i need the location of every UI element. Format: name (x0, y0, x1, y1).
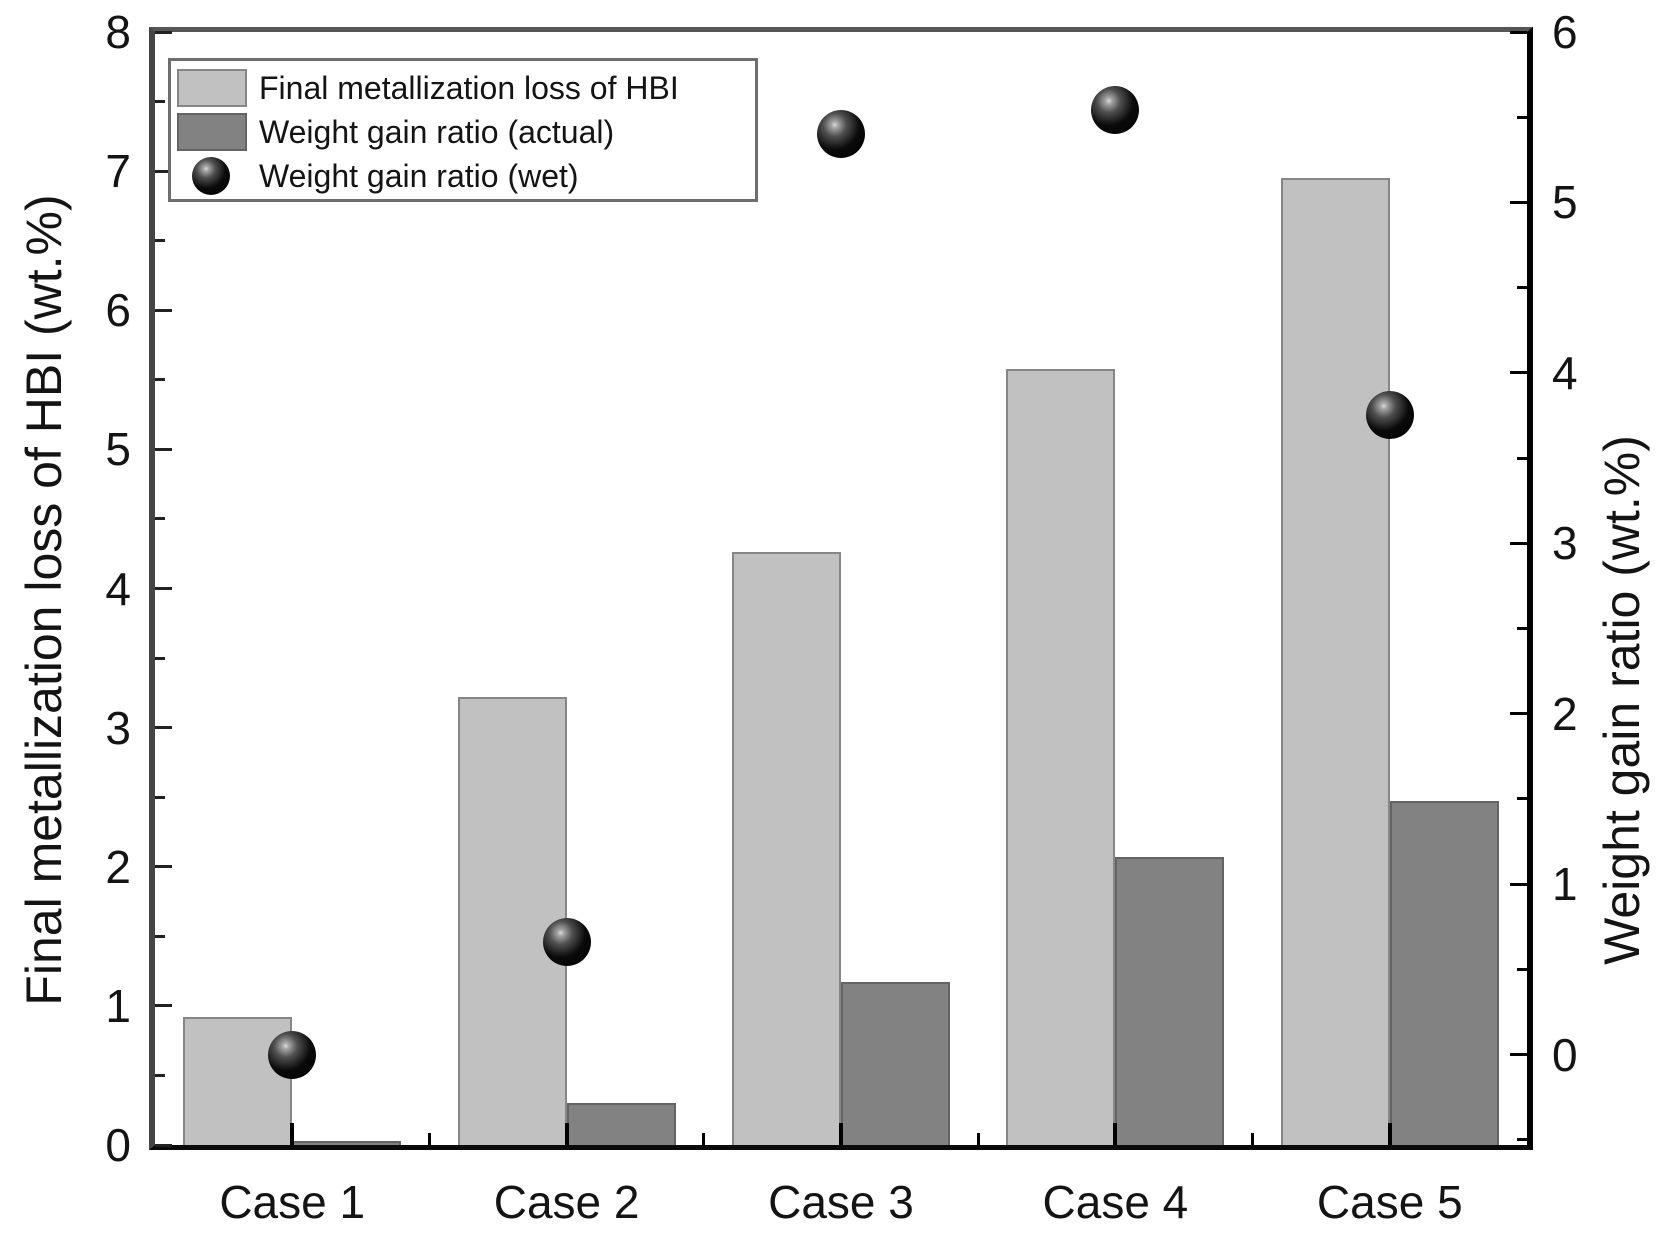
light-bar-swatch-icon (177, 69, 247, 107)
x-major-tick (1387, 1123, 1392, 1145)
left-minor-tick (155, 378, 165, 382)
right-minor-tick (1517, 286, 1527, 290)
right-axis-tick-label: 3 (1552, 517, 1578, 570)
weight-gain-wet-point (1365, 391, 1414, 440)
legend-item-weight-gain-wet: Weight gain ratio (wet) (171, 154, 755, 198)
left-major-tick (155, 30, 172, 34)
left-major-tick (155, 169, 172, 173)
x-minor-tick (427, 1133, 431, 1145)
x-axis-category-label: Case 5 (1316, 1176, 1463, 1228)
bar-metallization-loss (1280, 178, 1390, 1145)
weight-gain-wet-point (1091, 86, 1140, 135)
x-axis-category-label: Case 1 (219, 1176, 366, 1228)
x-major-tick (839, 1123, 843, 1145)
bar-weight-gain-actual (292, 1140, 402, 1145)
sphere-marker-icon (192, 157, 230, 195)
left-minor-tick (155, 100, 165, 104)
right-minor-tick (1517, 115, 1527, 119)
x-major-tick (1113, 1123, 1118, 1145)
bar-weight-gain-actual (566, 1103, 676, 1145)
left-minor-tick (155, 239, 165, 243)
right-minor-tick (1517, 456, 1527, 460)
weight-gain-wet-point (542, 918, 591, 967)
x-major-tick (564, 1123, 569, 1145)
bar-weight-gain-actual (841, 982, 950, 1145)
legend-key (171, 113, 259, 151)
legend-item-weight-gain-actual: Weight gain ratio (actual) (171, 110, 755, 154)
left-axis-tick-label: 1 (105, 979, 131, 1032)
left-major-tick (155, 1004, 172, 1008)
right-axis-tick-label: 0 (1552, 1028, 1578, 1081)
left-axis-tick-label: 7 (105, 145, 131, 198)
legend-label: Weight gain ratio (wet) (259, 158, 579, 194)
x-axis-category-label: Case 2 (493, 1176, 640, 1228)
dark-bar-swatch-icon (177, 113, 247, 151)
right-major-tick (1510, 541, 1527, 545)
left-minor-tick (155, 517, 165, 521)
x-axis-category-label: Case 3 (768, 1176, 914, 1228)
bar-metallization-loss (1006, 368, 1116, 1145)
legend-key (171, 157, 259, 195)
left-major-tick (155, 726, 172, 730)
right-major-tick (1510, 371, 1527, 375)
bar-weight-gain-actual (1115, 857, 1225, 1145)
right-axis-tick-label: 6 (1552, 6, 1578, 58)
right-axis-tick-label: 5 (1552, 176, 1578, 229)
left-axis-tick-label: 2 (105, 840, 131, 893)
x-major-tick (290, 1123, 295, 1145)
left-major-tick (155, 587, 172, 590)
left-axis-tick-label: 8 (105, 6, 131, 58)
x-minor-tick (1251, 1133, 1255, 1145)
legend-key (171, 69, 259, 107)
right-major-tick (1510, 712, 1527, 716)
x-minor-tick (702, 1133, 706, 1145)
bar-metallization-loss (732, 552, 841, 1145)
left-major-tick (155, 1143, 172, 1147)
left-minor-tick (155, 656, 165, 660)
x-minor-tick (976, 1133, 980, 1145)
right-minor-tick (1517, 967, 1527, 971)
bar-metallization-loss (457, 697, 567, 1145)
left-minor-tick (155, 1073, 165, 1077)
left-axis-tick-label: 0 (105, 1119, 131, 1171)
left-axis-tick-label: 3 (105, 701, 131, 754)
left-axis-tick-label: 6 (105, 284, 131, 337)
right-minor-tick (1517, 1138, 1527, 1142)
legend-item-metallization-loss: Final metallization loss of HBI (171, 66, 755, 110)
legend-label: Weight gain ratio (actual) (259, 114, 615, 150)
right-axis-tick-label: 4 (1552, 346, 1578, 399)
legend-label: Final metallization loss of HBI (259, 70, 679, 106)
bar-weight-gain-actual (1389, 801, 1499, 1145)
right-major-tick (1510, 30, 1527, 34)
weight-gain-wet-point (817, 110, 865, 159)
legend: Final metallization loss of HBI Weight g… (168, 58, 758, 202)
right-axis-tick-label: 1 (1552, 858, 1578, 911)
right-axis-title: Weight gain ratio (wt.%) (1594, 435, 1650, 965)
right-major-tick (1510, 200, 1527, 204)
left-axis-tick-label: 4 (105, 562, 131, 615)
left-major-tick (155, 447, 172, 451)
left-major-tick (155, 865, 172, 869)
left-minor-tick (155, 795, 165, 799)
right-axis-tick-label: 2 (1552, 687, 1578, 740)
x-axis-category-label: Case 4 (1042, 1176, 1189, 1228)
plot-area: Final metallization loss of HBI Weight g… (149, 27, 1533, 1150)
right-major-tick (1510, 882, 1527, 886)
left-major-tick (155, 308, 172, 312)
weight-gain-wet-point (268, 1030, 317, 1079)
left-axis-tick-label: 5 (105, 423, 131, 476)
right-major-tick (1510, 1053, 1527, 1057)
right-minor-tick (1517, 627, 1527, 631)
right-minor-tick (1517, 797, 1527, 801)
left-minor-tick (155, 934, 165, 938)
